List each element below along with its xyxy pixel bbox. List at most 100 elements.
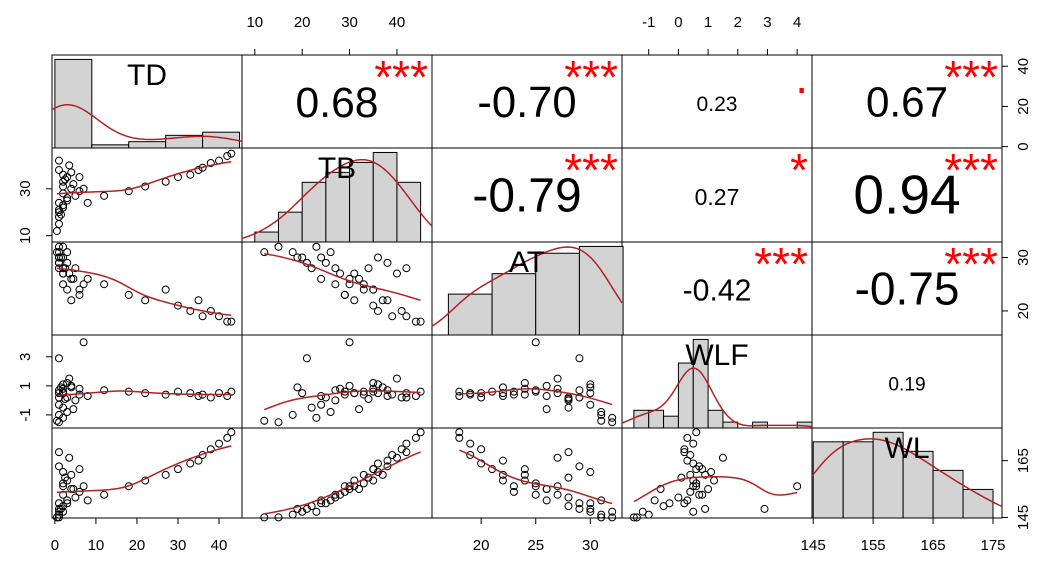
x-tick-label: 40 [211,537,228,554]
x-tick-label: 155 [861,537,886,554]
scatter-point [52,416,61,425]
scatter-point [186,170,195,179]
x-tick-label: 165 [921,537,946,554]
hist-bar [842,441,874,519]
scatter-point [186,459,195,468]
scatter-point [498,456,507,465]
scatter-point [63,496,72,505]
scatter-point [206,445,215,454]
x-tick-label: 20 [473,537,490,554]
scatter-point [531,338,540,347]
scatter-point [542,405,551,414]
scatter-point [553,389,562,398]
scatter-point [345,338,354,347]
hist-bar [872,431,904,519]
scatter-point [100,490,109,499]
scatter-point [71,396,80,405]
scatter-point [373,380,382,389]
scatter-point [63,196,72,205]
x-tick-label: 30 [341,14,358,31]
scatter-point [369,465,378,474]
x-tick-label: 4 [793,14,801,31]
significance-stars: *** [564,51,618,103]
scatter-point [312,242,321,251]
scatter-point [59,468,68,477]
scatter-point [59,490,68,499]
scatter-point [63,248,72,257]
scatter-point [498,389,507,398]
scatter-point [553,384,562,393]
scatter-point [75,384,84,393]
scatter-point [650,496,659,505]
scatter-point [54,462,63,471]
scatter-point [680,445,689,454]
hist-bar [535,252,580,336]
scatter-point [345,274,354,283]
scatter-point [632,513,641,522]
scatter-point [124,290,133,299]
scatter-point [686,487,695,496]
scatter-point [65,374,74,383]
scatter-point [520,378,529,387]
y-tick-label: 20 [1015,98,1032,115]
scatter-point [206,159,215,168]
scatter-point [509,387,518,396]
scatter-point [307,403,316,412]
scatter-point [553,490,562,499]
scatter-point [564,493,573,502]
x-tick-label: 20 [129,537,146,554]
scatter-point [75,290,84,299]
scatter-point [542,496,551,505]
scatter-point [704,485,713,494]
scatter-point [312,507,321,516]
hist-bar [372,151,398,243]
scatter-point [317,253,326,262]
scatter-point [215,389,224,398]
significance-stars: *** [944,144,998,196]
scatter-point [383,386,392,395]
scatter-point [274,418,283,427]
scatter-point [161,285,170,294]
density-line [51,104,243,143]
scatter-point [455,387,464,396]
scatter-point [223,151,232,160]
scatter-point [59,201,68,210]
scatter-point [75,465,84,474]
scatter-point [575,354,584,363]
scatter-point [680,499,689,508]
scatter-point [83,496,92,505]
significance-stars: *** [564,144,618,196]
scatter-point [54,354,63,363]
scatter-point [692,428,701,437]
scatter-point [597,513,606,522]
scatter-point [260,513,269,522]
hist-bar [812,441,844,519]
scatter-point [402,389,411,398]
scatter-point [59,389,68,398]
scatter-point [350,389,359,398]
scatter-point [54,448,63,457]
scatter-point [54,393,63,402]
scatter-point [65,161,74,170]
y-tick-label: 145 [1015,505,1032,530]
correlation-label: -0.70 [477,79,576,127]
smooth-line [264,451,421,515]
scatter-point [83,198,92,207]
variable-name: TD [127,59,167,92]
scatter-point [542,381,551,390]
scatter-point [411,392,420,401]
x-tick-label: 25 [527,537,544,554]
hist-bar [707,409,724,429]
scatter-point [564,502,573,511]
scatter-point [710,476,719,485]
scatter-point [373,253,382,262]
scatter-point [63,173,72,182]
scatter-point [326,408,335,417]
scatter-point [260,416,269,425]
scatter-point [564,448,573,457]
scatter-point [173,387,182,396]
scatter-point [373,389,382,398]
y-tick-label: 20 [1015,303,1032,320]
scatter-point [331,396,340,405]
scatter-point [67,383,76,392]
